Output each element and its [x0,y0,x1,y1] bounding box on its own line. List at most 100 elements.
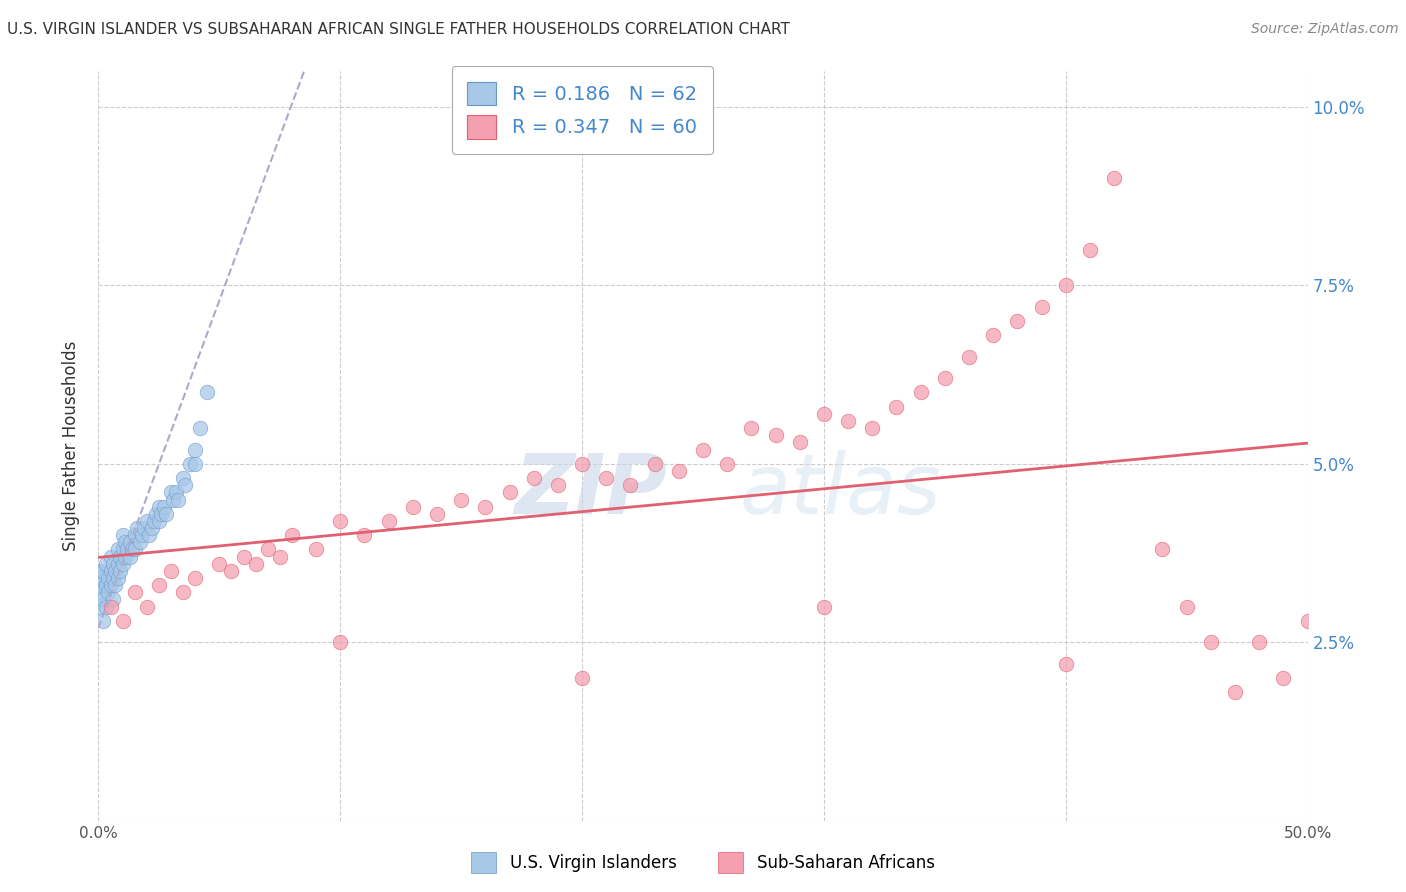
Point [860,421,883,435]
Point [107,557,129,571]
Point [837,414,859,428]
Point [101,592,124,607]
Point [1175,599,1198,614]
Point [87,599,110,614]
Point [160,564,183,578]
Point [1054,657,1077,671]
Point [87,564,110,578]
Point [329,514,352,528]
Point [91,592,114,607]
Point [117,542,139,557]
Point [1031,300,1053,314]
Legend: R = 0.186   N = 62, R = 0.347   N = 60: R = 0.186 N = 62, R = 0.347 N = 60 [451,66,713,154]
Point [188,421,211,435]
Point [114,535,136,549]
Point [94,578,117,592]
Point [107,571,129,585]
Point [474,500,496,514]
Point [1054,278,1077,293]
Point [141,521,163,535]
Point [143,514,166,528]
Point [571,671,593,685]
Point [100,564,122,578]
Point [886,400,908,414]
Point [910,385,932,400]
Point [167,492,190,507]
Point [124,542,146,557]
Point [813,407,835,421]
Text: atlas: atlas [740,450,941,532]
Point [104,564,127,578]
Point [160,485,183,500]
Point [90,585,112,599]
Text: Source: ZipAtlas.com: Source: ZipAtlas.com [1251,22,1399,37]
Point [162,492,184,507]
Point [172,471,194,485]
Point [135,599,157,614]
Y-axis label: Single Father Households: Single Father Households [62,341,80,551]
Point [305,542,328,557]
Point [329,635,352,649]
Point [1078,243,1101,257]
Point [269,549,291,564]
Point [1102,171,1125,186]
Point [124,585,146,599]
Point [108,564,131,578]
Point [789,435,811,450]
Point [131,528,153,542]
Point [281,528,304,542]
Point [179,457,201,471]
Point [97,585,120,599]
Point [138,528,160,542]
Point [402,500,425,514]
Point [148,500,170,514]
Point [114,549,136,564]
Point [232,549,254,564]
Point [94,599,117,614]
Point [245,557,267,571]
Point [118,549,141,564]
Point [571,457,593,471]
Point [221,564,243,578]
Point [523,471,546,485]
Point [426,507,449,521]
Point [90,571,112,585]
Point [765,428,787,442]
Point [174,478,197,492]
Point [619,478,641,492]
Point [148,514,170,528]
Point [111,614,134,628]
Point [135,514,157,528]
Text: U.S. VIRGIN ISLANDER VS SUBSAHARAN AFRICAN SINGLE FATHER HOUSEHOLDS CORRELATION : U.S. VIRGIN ISLANDER VS SUBSAHARAN AFRIC… [7,22,790,37]
Point [644,457,666,471]
Point [716,457,738,471]
Point [1272,671,1295,685]
Point [121,542,143,557]
Point [450,492,472,507]
Point [1223,685,1246,699]
Point [692,442,714,457]
Point [934,371,956,385]
Point [184,571,207,585]
Point [148,578,170,592]
Point [377,514,399,528]
Point [100,549,122,564]
Point [108,549,131,564]
Point [104,578,127,592]
Point [111,528,134,542]
Point [1199,635,1222,649]
Point [1152,542,1174,557]
Point [111,557,134,571]
Point [547,478,569,492]
Point [101,557,124,571]
Point [134,521,156,535]
Point [165,485,187,500]
Point [595,471,617,485]
Point [118,535,141,549]
Legend: U.S. Virgin Islanders, Sub-Saharan Africans: U.S. Virgin Islanders, Sub-Saharan Afric… [465,846,941,880]
Point [91,564,114,578]
Point [97,571,120,585]
Point [94,557,117,571]
Point [1296,614,1319,628]
Point [353,528,375,542]
